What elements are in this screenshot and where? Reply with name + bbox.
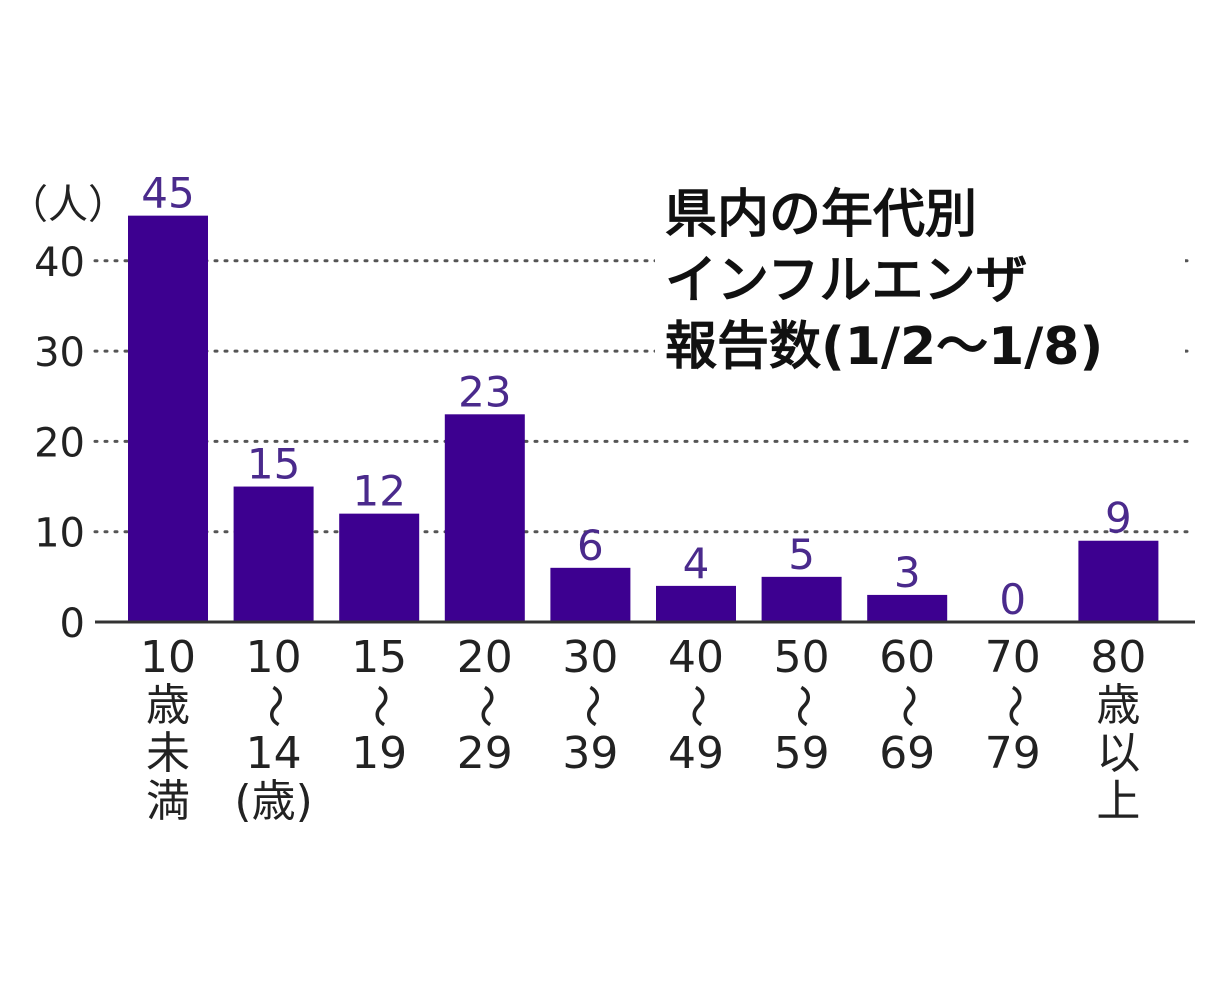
x-tick-label: 70	[985, 632, 1041, 683]
x-tick-label: 〜	[988, 684, 1039, 728]
x-tick-label: 上	[1096, 776, 1140, 827]
x-tick-label: 80	[1090, 632, 1146, 683]
bar	[550, 567, 631, 622]
bar	[128, 215, 208, 622]
data-label: 15	[247, 440, 300, 489]
x-tick-label: 59	[774, 728, 830, 779]
x-tick-label: 14	[246, 728, 302, 779]
x-tick-label: 40	[668, 632, 724, 683]
y-tick-label: 40	[34, 240, 85, 286]
bars	[95, 215, 1195, 624]
data-label: 9	[1105, 494, 1132, 543]
y-tick-label: 30	[34, 330, 85, 376]
y-tick-labels: 0 10 20 30 40	[34, 240, 85, 647]
y-tick-label: 20	[34, 420, 85, 466]
bar	[761, 576, 842, 622]
x-tick-label: 10	[140, 632, 196, 683]
y-tick-label: 0	[60, 601, 85, 647]
x-tick-label: 〜	[460, 684, 511, 728]
x-tick-label: 歳	[1096, 680, 1140, 731]
data-label: 5	[788, 530, 815, 579]
x-tick-label: 以	[1096, 728, 1140, 779]
data-label: 23	[458, 367, 511, 416]
x-tick-label: (歳)	[234, 776, 312, 827]
x-tick-label: 〜	[249, 684, 300, 728]
x-tick-label: 49	[668, 728, 724, 779]
data-label: 4	[683, 539, 710, 588]
chart-title-line-2: インフルエンザ	[665, 251, 1027, 311]
x-tick-label: 30	[562, 632, 618, 683]
x-tick-label: 歳	[146, 680, 190, 731]
x-tick-label: 39	[562, 728, 618, 779]
data-label: 3	[894, 548, 921, 597]
bar	[444, 414, 525, 622]
x-tick-label: 29	[457, 728, 513, 779]
bar	[867, 594, 948, 622]
x-tick-label: 未	[146, 728, 190, 779]
x-tick-label: 15	[351, 632, 407, 683]
x-tick-label: 20	[457, 632, 513, 683]
data-label: 6	[577, 521, 604, 570]
x-tick-label: 19	[351, 728, 407, 779]
x-tick-label: 69	[879, 728, 935, 779]
bar	[339, 513, 420, 622]
data-label: 12	[352, 467, 405, 516]
x-tick-label: 満	[146, 776, 190, 827]
x-tick-label: 〜	[565, 684, 616, 728]
x-tick-label: 〜	[671, 684, 722, 728]
y-tick-label: 10	[34, 511, 85, 557]
bar	[233, 486, 314, 622]
data-label: 0	[999, 575, 1026, 624]
x-tick-label: 〜	[777, 684, 828, 728]
x-tick-labels: 10歳未満10〜14(歳)15〜1920〜2930〜3940〜4950〜5960…	[140, 632, 1146, 827]
bar	[1078, 540, 1159, 622]
x-tick-label: 79	[985, 728, 1041, 779]
x-tick-label: 10	[246, 632, 302, 683]
x-tick-label: 60	[879, 632, 935, 683]
x-tick-label: 〜	[354, 684, 405, 728]
bar	[656, 585, 736, 622]
x-tick-label: 50	[774, 632, 830, 683]
data-label: 45	[141, 169, 194, 218]
title-background	[655, 180, 1185, 375]
x-tick-label: 〜	[882, 684, 933, 728]
chart-title-line-3: 報告数(1/2〜1/8)	[665, 317, 1103, 377]
chart-title-line-1: 県内の年代別	[665, 185, 977, 245]
y-axis-unit-label: （人）	[8, 182, 128, 228]
